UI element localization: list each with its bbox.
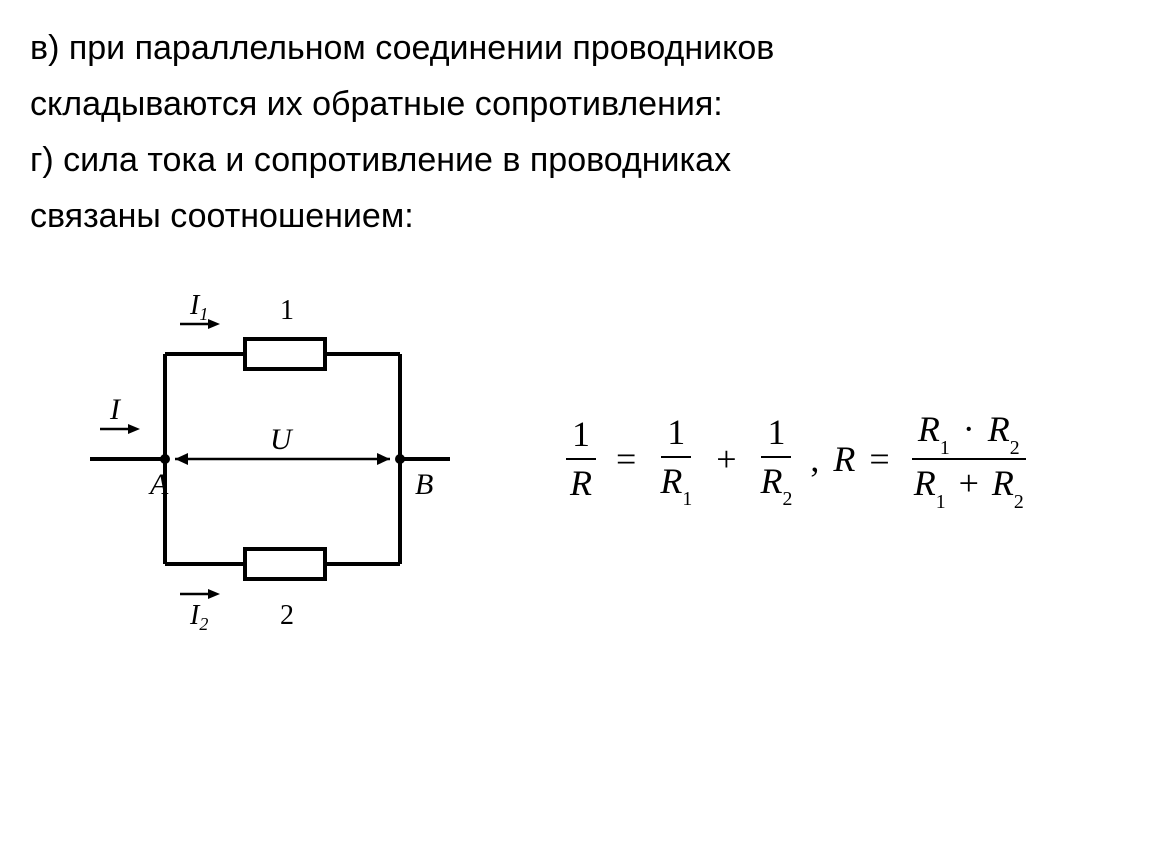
- label-U: U: [270, 423, 294, 456]
- label-r2: 2: [280, 600, 294, 631]
- label-I: I: [109, 393, 122, 426]
- label-r1: 1: [280, 295, 294, 326]
- frac-1-over-R: 1 R: [564, 413, 598, 505]
- svg-text:I1: I1: [189, 290, 208, 324]
- label-I1-sub: 1: [199, 304, 208, 324]
- frac-1-over-R1: 1 R1: [654, 411, 698, 508]
- frac-1-over-R2: 1 R2: [755, 411, 799, 508]
- label-I2-sub: 2: [199, 614, 208, 634]
- formula: 1 R = 1 R1 + 1 R2 , R = R1 · R2 R1 + R2: [560, 408, 1034, 510]
- equals-1: =: [616, 438, 636, 480]
- equals-2: =: [869, 438, 889, 480]
- text-line-3: г) сила тока и сопротивление в проводник…: [30, 132, 1120, 188]
- label-A: A: [148, 468, 169, 501]
- circuit-diagram: I A B U I1 1 I2 2: [80, 284, 460, 634]
- comma: ,: [810, 438, 819, 480]
- content-row: I A B U I1 1 I2 2 1 R = 1 R1 + 1 R2 , R …: [30, 284, 1120, 634]
- label-B: B: [415, 468, 433, 501]
- R-alone: R: [833, 438, 855, 480]
- circuit-svg: I A B U I1 1 I2 2: [80, 284, 460, 634]
- plus-1: +: [716, 438, 736, 480]
- text-block: в) при параллельном соединении проводник…: [30, 20, 1120, 244]
- svg-text:I2: I2: [189, 600, 208, 634]
- text-line-4: связаны соотношением:: [30, 188, 1120, 244]
- text-line-2: складываются их обратные сопротивления:: [30, 76, 1120, 132]
- text-line-1: в) при параллельном соединении проводник…: [30, 20, 1120, 76]
- frac-R1R2-over-sum: R1 · R2 R1 + R2: [908, 408, 1030, 510]
